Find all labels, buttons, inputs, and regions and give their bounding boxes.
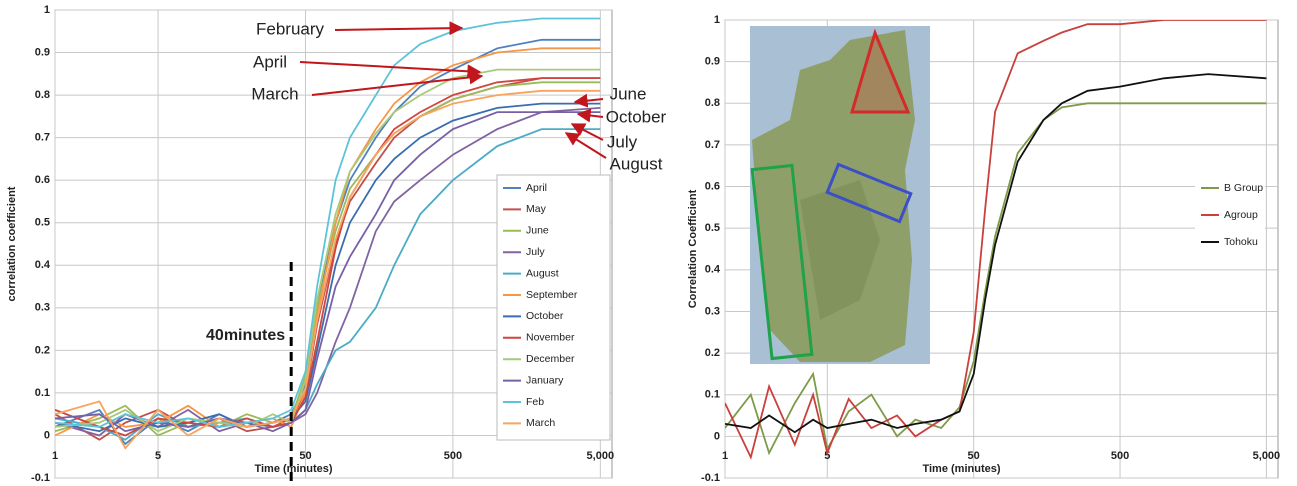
y-tick-label: 0.1 [705,389,720,401]
x-tick-label: 500 [1111,450,1129,462]
y-axis-title: correlation coefficient [6,186,18,301]
y-tick-label: 0.2 [35,344,50,356]
legend-label: January [526,374,564,386]
legend-label: December [526,353,575,365]
legend-label: June [526,225,549,237]
legend-label: B Group [1224,182,1263,194]
page: {"chart_data": [ {"type": "line", "xlabe… [0,0,1297,486]
legend-label: September [526,289,578,301]
y-tick-label: 0.5 [705,222,720,234]
figure: -0.100.10.20.30.40.50.60.70.80.911550500… [0,0,1297,486]
y-tick-label: 0.6 [35,174,50,186]
annotation: March [251,84,298,103]
y-tick-label: 0.1 [35,387,50,399]
legend-label: August [526,267,559,279]
x-tick-label: 1 [722,450,728,462]
legend-box [497,175,610,440]
x-tick-label: 50 [968,450,980,462]
y-tick-label: 0.7 [35,132,50,144]
y-tick-label: 1 [44,4,50,16]
legend-label: Tohoku [1224,236,1258,248]
y-tick-label: 0.4 [705,264,721,276]
y-tick-label: 0 [44,429,50,441]
x-tick-label: 5,000 [1253,450,1281,462]
annotation: June [610,84,647,103]
y-axis-title: Correlation Coefficient [687,189,699,308]
y-tick-label: 0 [714,430,720,442]
y-tick-label: 0.5 [35,217,50,229]
marker-label: 40minutes [206,327,285,344]
annotation: October [606,107,667,126]
legend-label: Feb [526,396,544,408]
y-tick-label: 1 [714,14,720,26]
legend-label: November [526,332,575,344]
legend-label: April [526,182,547,194]
y-tick-label: -0.1 [701,472,720,484]
y-tick-label: -0.1 [31,472,50,484]
x-axis-title: Time (minutes) [922,463,1000,475]
annotation: February [256,19,325,38]
x-axis-title: Time (minutes) [254,463,332,475]
y-tick-label: 0.3 [35,302,50,314]
legend-label: July [526,246,545,258]
y-tick-label: 0.2 [705,347,720,359]
y-tick-label: 0.8 [35,89,50,101]
y-tick-label: 0.9 [35,46,50,58]
annotation: August [610,154,663,173]
x-tick-label: 5,000 [587,450,615,462]
y-tick-label: 0.3 [705,305,720,317]
x-tick-label: 1 [52,450,58,462]
legend-label: May [526,203,547,215]
y-tick-label: 0.4 [35,259,51,271]
y-tick-label: 0.9 [705,56,720,68]
y-tick-label: 0.6 [705,180,720,192]
legend-label: Agroup [1224,209,1258,221]
x-tick-label: 50 [299,450,311,462]
legend-label: October [526,310,564,322]
x-tick-label: 500 [444,450,462,462]
y-tick-label: 0.8 [705,97,720,109]
y-tick-label: 0.7 [705,139,720,151]
legend-label: March [526,417,555,429]
annotation: July [607,132,638,151]
x-tick-label: 5 [155,450,161,462]
annotation: April [253,52,287,71]
map-inset [750,26,930,364]
